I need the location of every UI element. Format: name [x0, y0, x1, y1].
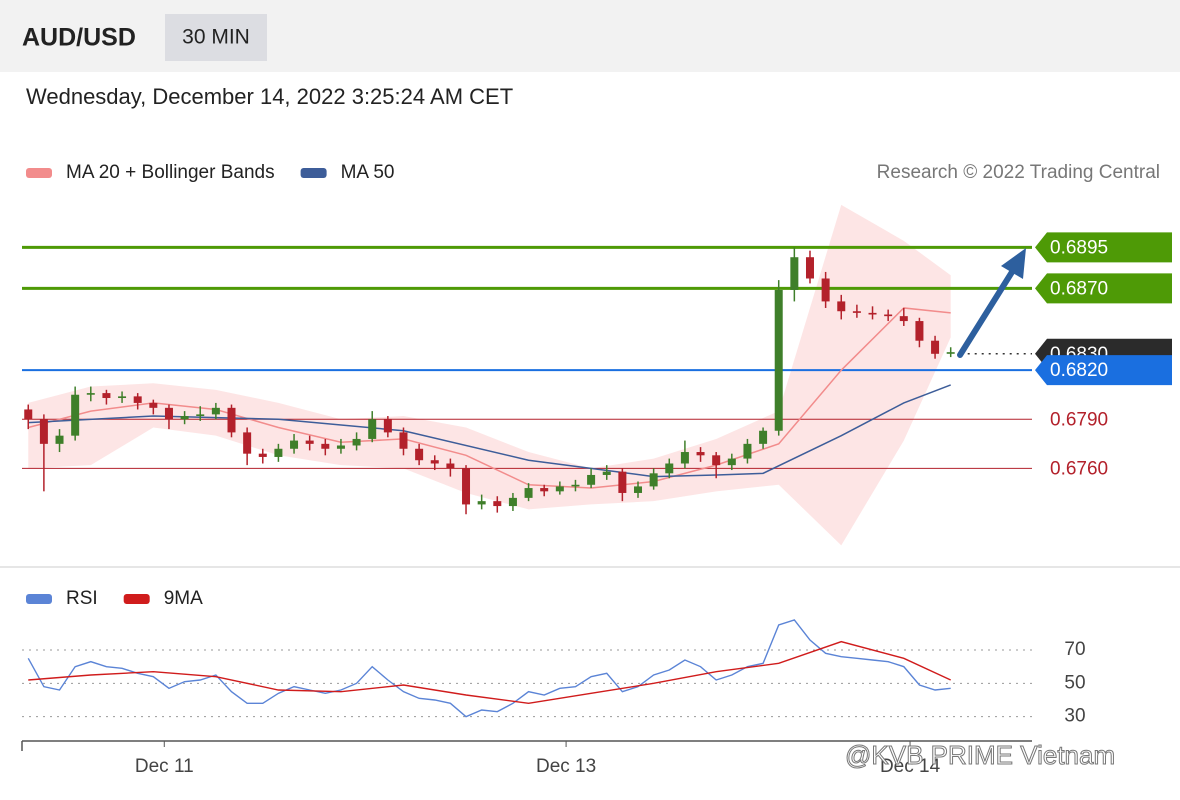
candle-body — [696, 452, 705, 456]
y-tick-label: 50 — [1064, 672, 1085, 693]
level-label: 0.6895 — [1050, 237, 1108, 258]
candle-body — [915, 321, 924, 341]
forecast-arrowhead — [1001, 248, 1026, 279]
candle-body — [727, 458, 736, 466]
candle-body — [274, 448, 283, 457]
candle-body — [821, 278, 830, 302]
candle-body — [680, 452, 689, 464]
candle-body — [571, 484, 580, 487]
candle-body — [649, 473, 658, 487]
candle-body — [102, 393, 111, 399]
candle-body — [430, 460, 439, 464]
candle-body — [774, 289, 783, 431]
candle-body — [634, 486, 643, 493]
bollinger-band — [28, 204, 951, 546]
candle-body — [243, 432, 252, 454]
candle-body — [946, 352, 955, 354]
candle-body — [258, 453, 267, 457]
candle-body — [446, 463, 455, 469]
candle-body — [305, 440, 314, 444]
candle-body — [71, 394, 80, 436]
candle-body — [164, 407, 173, 420]
candle-body — [665, 463, 674, 474]
symbol: AUD/USD — [22, 24, 136, 52]
y-tick-label: 30 — [1064, 706, 1085, 727]
candle-body — [790, 257, 799, 290]
candle-body — [555, 486, 564, 492]
candle-body — [759, 430, 768, 444]
candle-body — [399, 432, 408, 449]
candle-body — [899, 316, 908, 322]
candle-body — [931, 340, 940, 354]
legend-swatch — [26, 168, 52, 178]
candle-body — [86, 393, 95, 395]
y-tick-label: 70 — [1064, 639, 1085, 660]
candle-body — [712, 455, 721, 466]
interval[interactable]: 30 MIN — [182, 26, 250, 49]
candle-body — [352, 438, 361, 446]
candle-body — [477, 501, 486, 505]
level-label: 0.6820 — [1050, 360, 1108, 381]
candle-body — [493, 501, 502, 507]
candle-body — [336, 445, 345, 449]
legend-label: RSI — [66, 588, 98, 609]
rsi-line — [27, 619, 951, 718]
level-label: 0.6760 — [1050, 458, 1108, 479]
candle-body — [868, 312, 877, 315]
candle-body — [524, 488, 533, 498]
candle-body — [118, 396, 127, 399]
ma-line — [28, 307, 951, 489]
candle-body — [602, 471, 611, 475]
candle-body — [196, 414, 205, 417]
candle-body — [743, 443, 752, 459]
legend-label: MA 50 — [341, 162, 395, 183]
level-tag — [1035, 232, 1172, 263]
legend-label: 9MA — [164, 588, 203, 609]
x-tick-label: Dec 14 — [880, 756, 941, 777]
candle-body — [852, 311, 861, 313]
candle-body — [149, 402, 158, 408]
legend-swatch — [300, 168, 327, 178]
candle-body — [290, 440, 299, 449]
legend-label: MA 20 + Bollinger Bands — [66, 162, 275, 183]
level-tag — [1035, 273, 1172, 304]
candle-body — [508, 497, 517, 507]
watermark: @KVB PRIME Vietnam — [845, 740, 1115, 770]
candle-body — [462, 468, 471, 505]
forecast-arrow — [957, 269, 1015, 358]
candle-body — [24, 409, 33, 420]
legend-swatch — [123, 594, 150, 604]
candle-body — [587, 474, 596, 485]
candle-body — [133, 396, 142, 403]
level-label: 0.6870 — [1050, 278, 1108, 299]
candle-body — [321, 443, 330, 449]
candle-body — [39, 419, 48, 444]
candle-body — [415, 448, 424, 461]
interval-box[interactable] — [165, 14, 267, 61]
candle-body — [837, 301, 846, 312]
candle-body — [211, 407, 220, 415]
timestamp: Wednesday, December 14, 2022 3:25:24 AM … — [26, 84, 513, 109]
candle-body — [884, 314, 893, 317]
x-tick-label: Dec 11 — [135, 756, 194, 777]
candle-body — [805, 257, 814, 279]
legend-swatch — [26, 594, 52, 604]
candle-body — [368, 419, 377, 439]
level-label: 0.6790 — [1050, 409, 1108, 430]
candle-body — [540, 488, 549, 492]
rsi-line — [28, 640, 951, 705]
candle-body — [383, 419, 392, 433]
candle-body — [227, 407, 236, 433]
candle-body — [618, 471, 627, 493]
source: Research © 2022 Trading Central — [877, 162, 1160, 183]
x-tick-label: Dec 13 — [536, 756, 596, 777]
candle-body — [55, 435, 64, 444]
candle-body — [180, 416, 189, 420]
level-tag — [1035, 355, 1172, 386]
